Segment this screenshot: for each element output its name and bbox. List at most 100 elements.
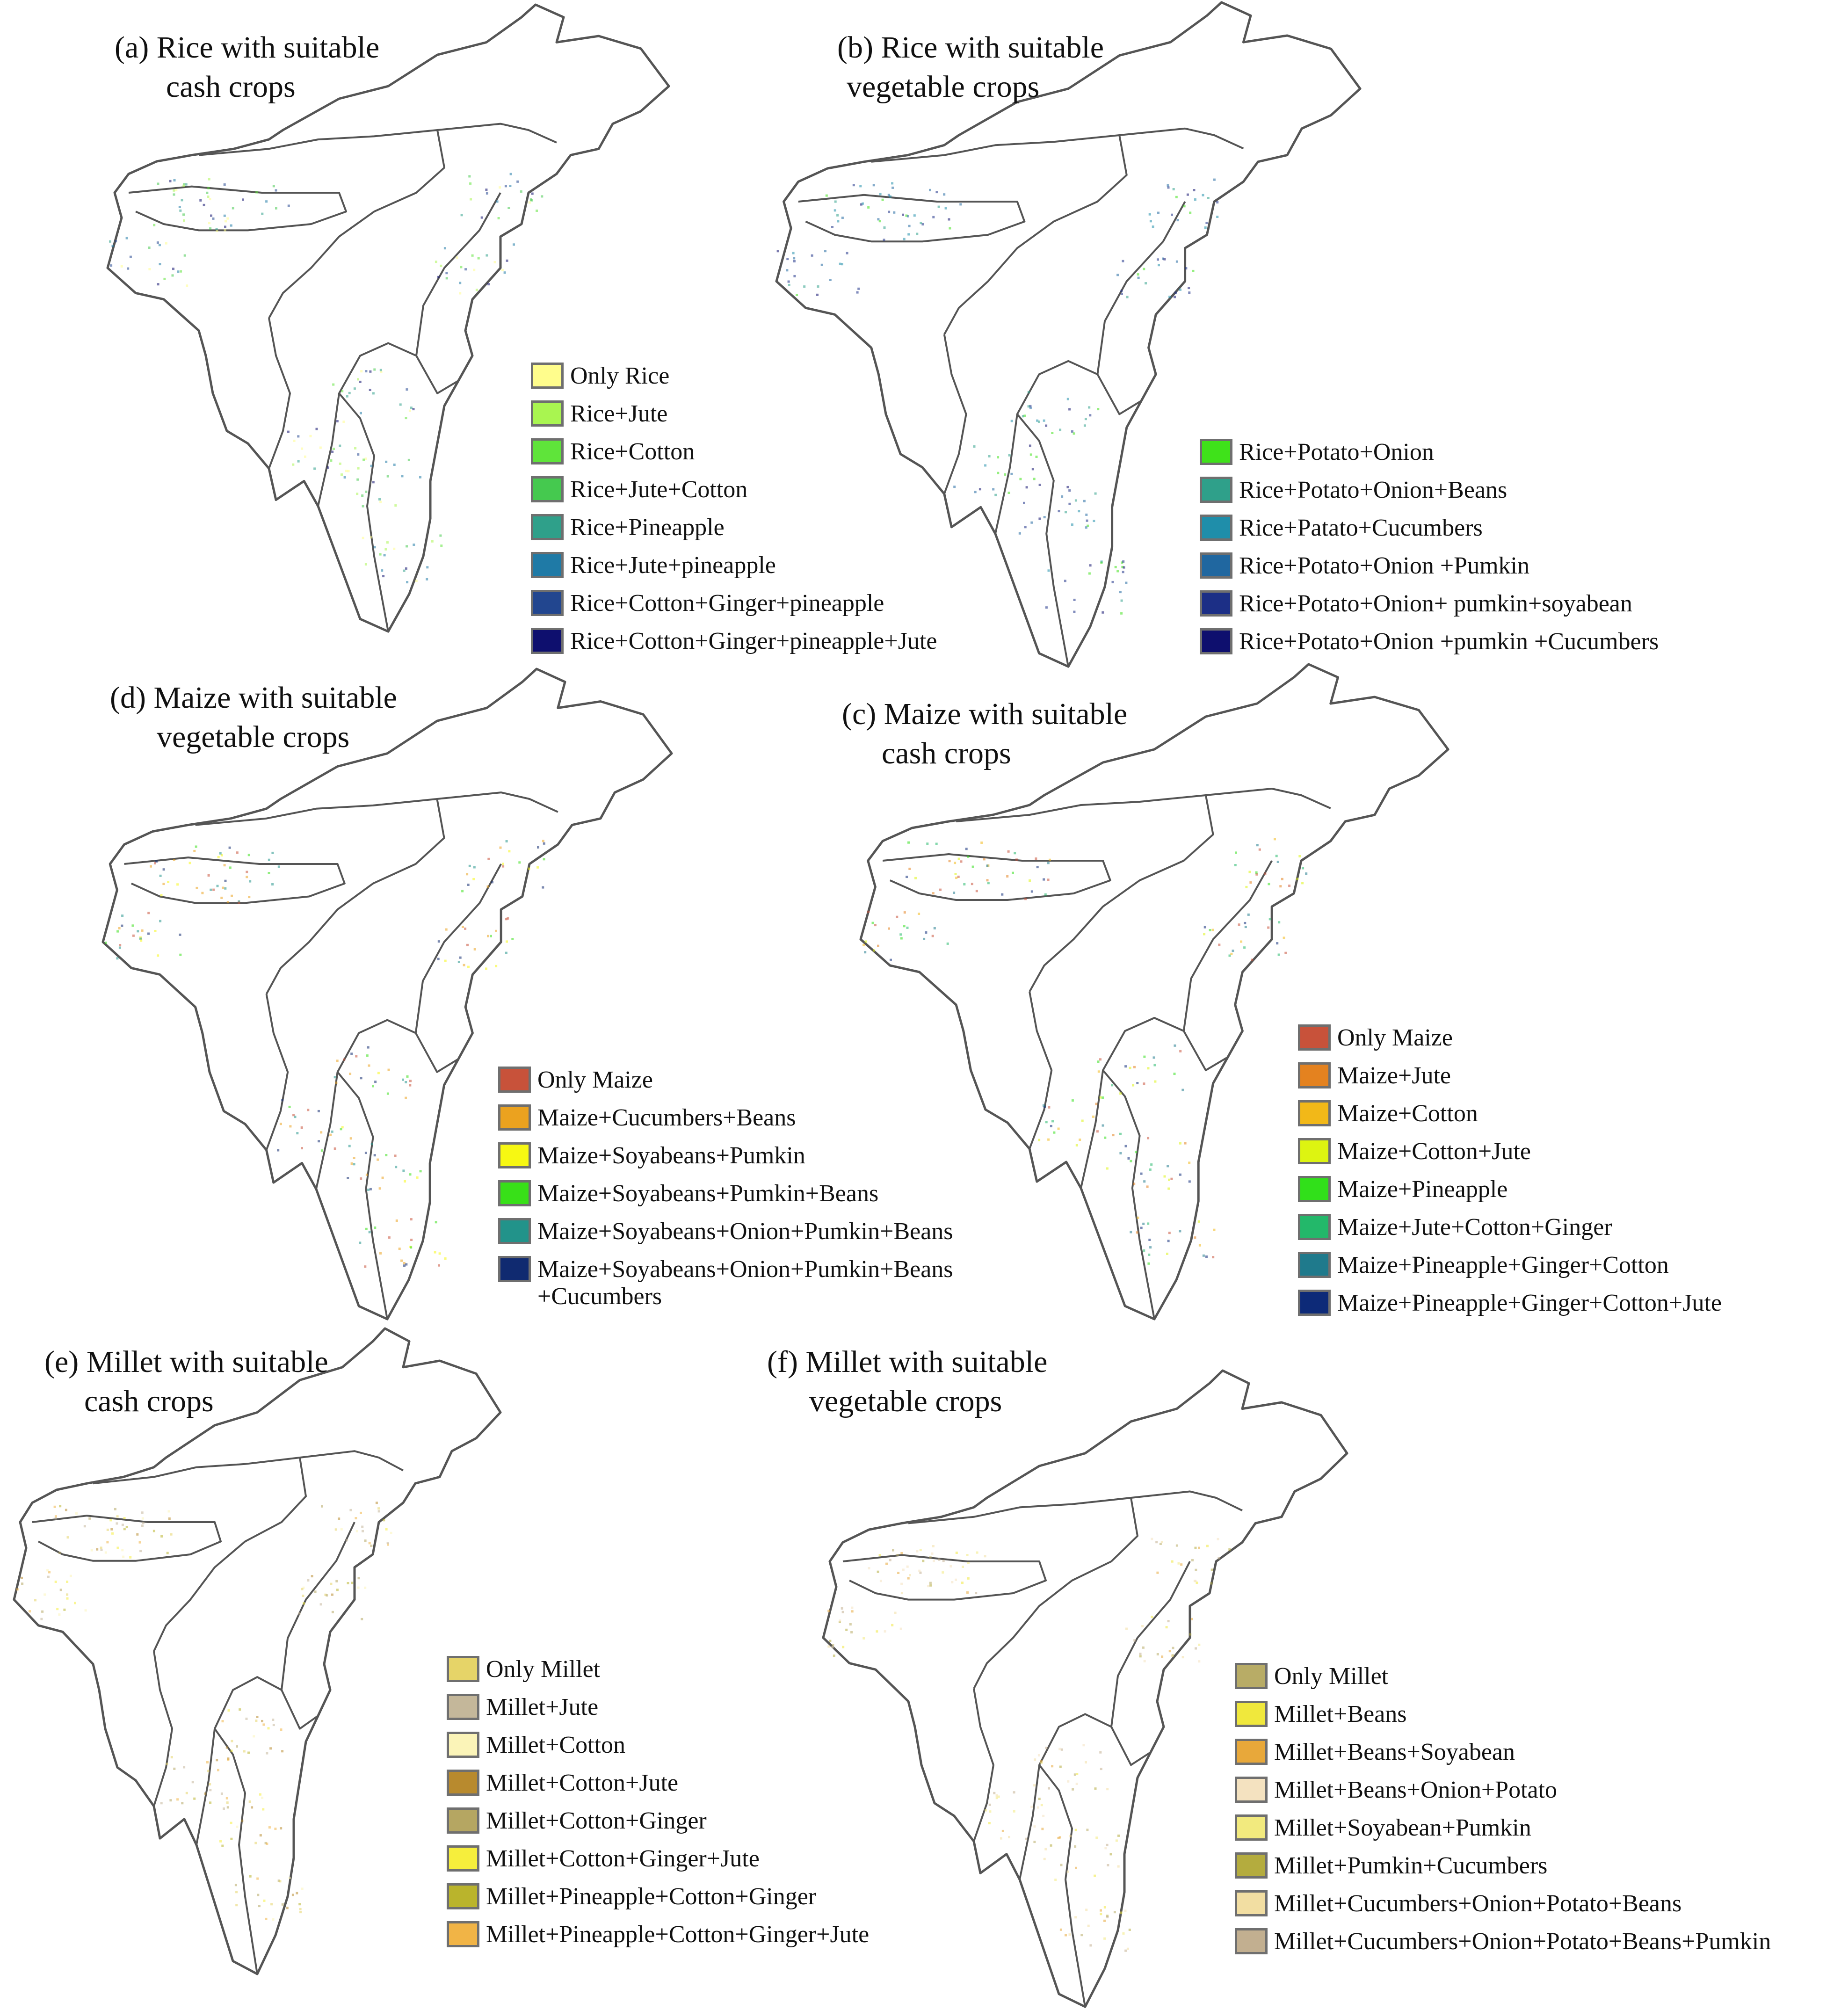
suitability-pixel bbox=[995, 1794, 998, 1797]
suitability-pixel bbox=[377, 1158, 379, 1161]
suitability-pixel bbox=[209, 198, 211, 201]
suitability-pixel bbox=[373, 546, 376, 549]
state-boundary bbox=[124, 856, 346, 904]
suitability-pixel bbox=[1143, 1249, 1145, 1252]
legend-item: Millet+Pineapple+Cotton+Ginger bbox=[447, 1883, 869, 1921]
suitability-pixel bbox=[266, 1752, 268, 1755]
suitability-pixel bbox=[381, 569, 384, 572]
suitability-pixel bbox=[1275, 855, 1278, 857]
suitability-pixel bbox=[1216, 201, 1219, 203]
suitability-pixel bbox=[464, 927, 467, 930]
suitability-pixel bbox=[849, 1623, 852, 1625]
suitability-pixel bbox=[831, 1646, 834, 1648]
suitability-pixel bbox=[47, 1575, 50, 1578]
suitability-pixel bbox=[445, 272, 448, 275]
suitability-pixel bbox=[457, 961, 460, 963]
suitability-pixel bbox=[893, 211, 896, 214]
suitability-pixel bbox=[1018, 532, 1021, 535]
legend-label: Millet+Pineapple+Cotton+Ginger bbox=[486, 1883, 817, 1910]
suitability-pixel bbox=[1136, 1082, 1139, 1084]
suitability-pixel bbox=[1188, 291, 1191, 294]
suitability-pixel bbox=[1142, 1222, 1145, 1225]
suitability-pixel bbox=[1106, 1915, 1109, 1917]
state-boundary bbox=[268, 130, 445, 319]
suitability-pixel bbox=[336, 1589, 339, 1591]
legend-label: Maize+Cotton bbox=[1337, 1100, 1478, 1127]
suitability-pixel bbox=[1198, 1546, 1200, 1549]
suitability-pixel bbox=[914, 877, 917, 879]
legend-item: Only Maize bbox=[498, 1067, 953, 1104]
panel-f-title: (f) Millet with suitable vegetable crops bbox=[767, 1345, 1048, 1418]
suitability-pixel bbox=[935, 842, 938, 845]
suitability-pixel bbox=[394, 1154, 397, 1157]
suitability-pixel bbox=[226, 901, 229, 904]
state-boundary bbox=[1096, 201, 1186, 415]
suitability-pixel bbox=[173, 179, 176, 181]
suitability-pixel bbox=[491, 881, 493, 884]
suitability-pixel bbox=[155, 860, 158, 863]
suitability-pixel bbox=[379, 553, 382, 556]
suitability-pixel bbox=[395, 1219, 398, 1222]
suitability-pixel bbox=[183, 219, 185, 222]
state-boundary bbox=[214, 1728, 258, 1974]
suitability-pixel bbox=[1033, 478, 1036, 480]
suitability-pixel bbox=[104, 941, 107, 944]
panel-b-legend: Rice+Potato+Onion Rice+Potato+Onion+Beans… bbox=[1200, 439, 1659, 666]
suitability-pixel bbox=[980, 842, 983, 844]
suitability-pixel bbox=[225, 220, 227, 223]
suitability-pixel bbox=[317, 1110, 320, 1112]
legend-label: Millet+Cucumbers+Onion+Potato+Beans+Pumk… bbox=[1274, 1928, 1771, 1955]
suitability-pixel bbox=[984, 464, 987, 467]
legend-swatch bbox=[1200, 552, 1232, 579]
suitability-pixel bbox=[333, 1147, 336, 1150]
suitability-pixel bbox=[1249, 881, 1252, 884]
suitability-pixel bbox=[1029, 879, 1031, 882]
suitability-pixel bbox=[259, 1793, 261, 1796]
suitability-pixel bbox=[1057, 1836, 1060, 1839]
suitability-pixel bbox=[967, 855, 970, 858]
suitability-pixel bbox=[1154, 1080, 1157, 1083]
suitability-pixel bbox=[1019, 478, 1022, 480]
suitability-pixel bbox=[1194, 1236, 1196, 1239]
legend-swatch bbox=[447, 1694, 479, 1720]
suitability-pixel bbox=[1168, 1178, 1170, 1181]
suitability-pixel bbox=[1014, 852, 1016, 855]
suitability-pixel bbox=[1147, 1262, 1150, 1265]
suitability-pixel bbox=[1048, 1787, 1050, 1790]
suitability-pixel bbox=[543, 858, 545, 861]
suitability-pixel bbox=[1007, 492, 1010, 494]
state-boundary bbox=[871, 127, 1244, 163]
suitability-pixel bbox=[304, 455, 306, 458]
suitability-pixel bbox=[243, 1750, 246, 1753]
state-boundary bbox=[93, 1450, 404, 1485]
suitability-pixel bbox=[1040, 1761, 1043, 1764]
suitability-pixel bbox=[536, 210, 538, 212]
suitability-pixel bbox=[385, 1154, 388, 1156]
suitability-pixel bbox=[1179, 1173, 1181, 1176]
suitability-pixel bbox=[255, 1720, 258, 1722]
suitability-pixel bbox=[54, 1581, 57, 1583]
suitability-pixel bbox=[241, 1819, 244, 1822]
suitability-pixel bbox=[955, 1552, 958, 1554]
suitability-pixel bbox=[908, 867, 911, 870]
suitability-pixel bbox=[272, 1724, 275, 1727]
suitability-pixel bbox=[477, 257, 480, 260]
suitability-pixel bbox=[74, 1602, 76, 1604]
suitability-pixel bbox=[1156, 1571, 1159, 1574]
suitability-pixel bbox=[1143, 1660, 1146, 1662]
suitability-pixel bbox=[1023, 414, 1026, 417]
suitability-pixel bbox=[296, 1132, 299, 1135]
suitability-pixel bbox=[976, 1551, 978, 1554]
suitability-pixel bbox=[896, 915, 899, 918]
state-boundary bbox=[32, 1515, 222, 1562]
suitability-pixel bbox=[486, 192, 488, 195]
suitability-pixel bbox=[975, 1592, 978, 1595]
suitability-pixel bbox=[1151, 1616, 1153, 1618]
suitability-pixel bbox=[949, 1565, 952, 1567]
legend-label: Millet+Cotton bbox=[486, 1732, 626, 1758]
suitability-pixel bbox=[1045, 1121, 1048, 1124]
suitability-pixel bbox=[839, 1619, 841, 1622]
suitability-pixel bbox=[313, 467, 316, 470]
suitability-pixel bbox=[908, 225, 911, 227]
suitability-pixel bbox=[456, 256, 458, 259]
